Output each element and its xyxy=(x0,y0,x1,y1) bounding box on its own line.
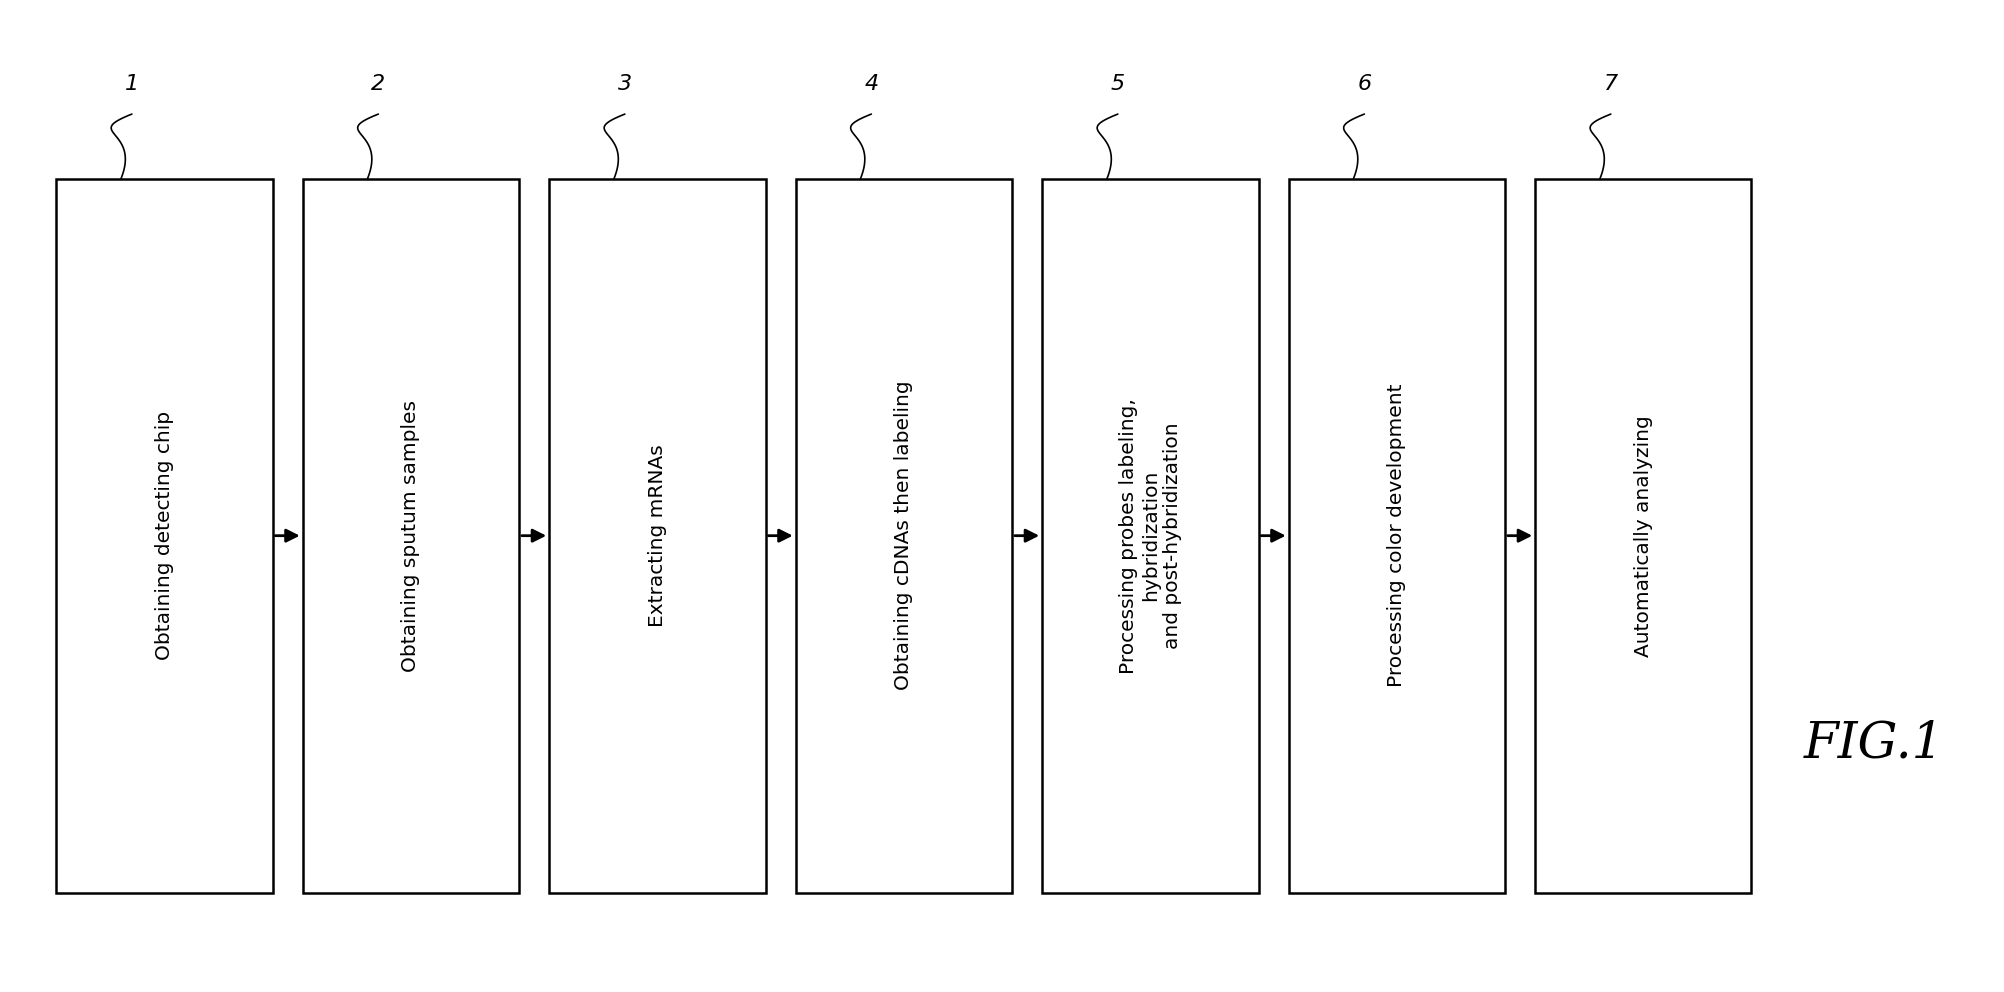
Bar xyxy=(303,179,519,893)
Text: Extracting mRNAs: Extracting mRNAs xyxy=(647,444,667,627)
Bar xyxy=(1535,179,1751,893)
Text: 4: 4 xyxy=(864,74,878,94)
Bar xyxy=(56,179,273,893)
Bar xyxy=(796,179,1012,893)
Text: Processing color development: Processing color development xyxy=(1387,384,1407,687)
Text: 5: 5 xyxy=(1110,74,1124,94)
Text: Obtaining sputum samples: Obtaining sputum samples xyxy=(401,400,421,672)
Text: Obtaining cDNAs then labeling: Obtaining cDNAs then labeling xyxy=(894,381,914,690)
Text: Automatically analyzing: Automatically analyzing xyxy=(1633,415,1653,657)
Bar xyxy=(1289,179,1505,893)
Text: 2: 2 xyxy=(371,74,385,94)
Text: FIG.1: FIG.1 xyxy=(1804,719,1944,769)
Text: 3: 3 xyxy=(617,74,631,94)
Text: 6: 6 xyxy=(1357,74,1371,94)
Bar xyxy=(1042,179,1259,893)
Text: 1: 1 xyxy=(124,74,138,94)
Bar xyxy=(549,179,766,893)
Text: 7: 7 xyxy=(1603,74,1617,94)
Text: Processing probes labeling,
hybridization
and post-hybridization: Processing probes labeling, hybridizatio… xyxy=(1118,398,1182,674)
Text: Obtaining detecting chip: Obtaining detecting chip xyxy=(154,411,174,661)
